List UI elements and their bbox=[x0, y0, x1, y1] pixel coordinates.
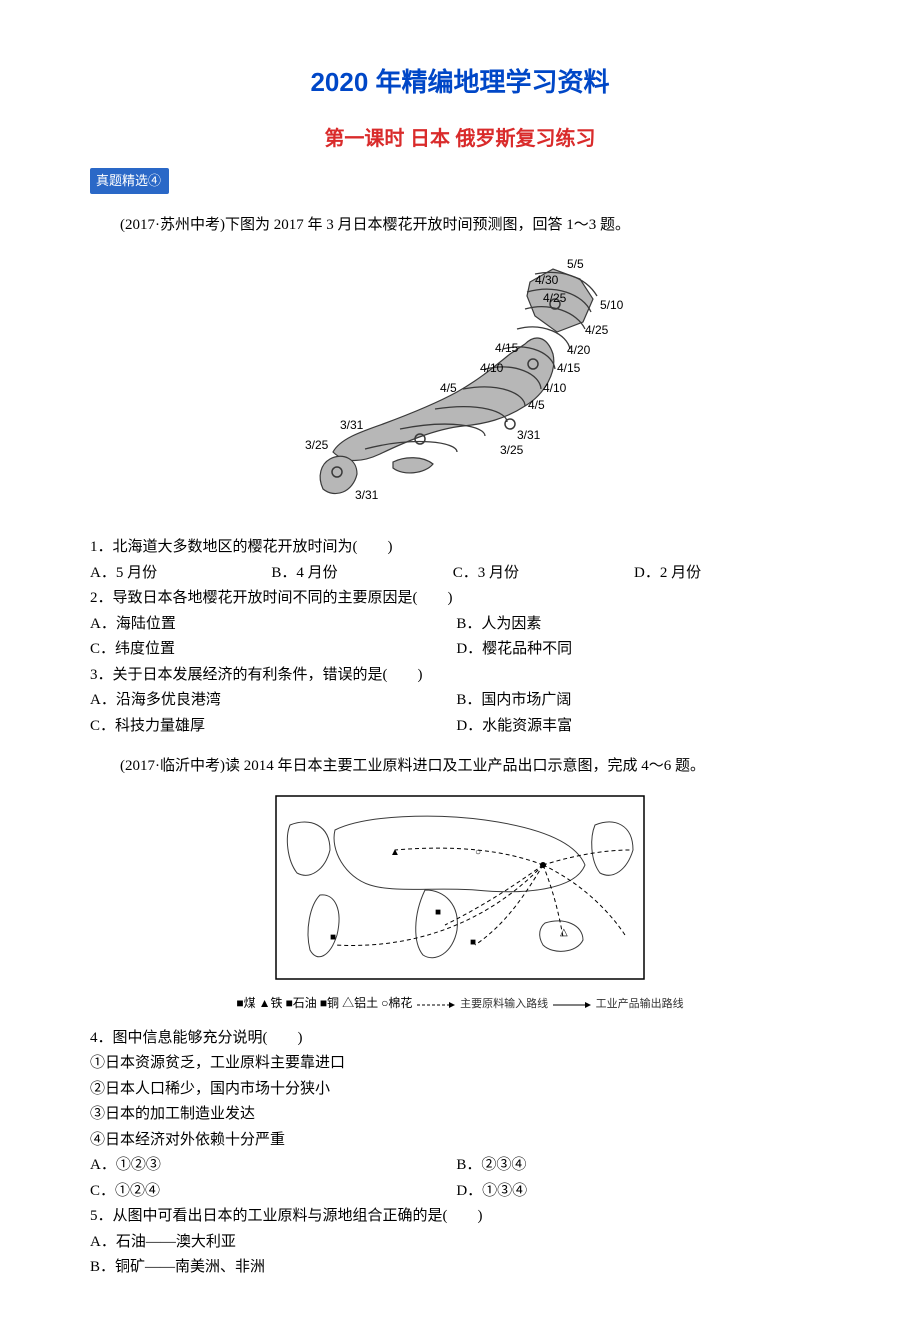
q2-opt-a: A．海陆位置 bbox=[90, 612, 453, 638]
q1-options: A．5 月份 B．4 月份 C．3 月份 D．2 月份 bbox=[90, 561, 830, 587]
q4-line2: ②日本人口稀少，国内市场十分狭小 bbox=[90, 1077, 830, 1103]
q1-opt-a: A．5 月份 bbox=[90, 561, 268, 587]
lbl: 4/15 bbox=[557, 361, 581, 375]
q3-opt-a: A．沿海多优良港湾 bbox=[90, 688, 453, 714]
q4-opt-a: A．①②③ bbox=[90, 1153, 453, 1179]
q3-options-row1: A．沿海多优良港湾 B．国内市场广阔 bbox=[90, 688, 830, 714]
lbl: 4/10 bbox=[543, 381, 567, 395]
q5-opt-a: A．石油——澳大利亚 bbox=[90, 1230, 830, 1256]
lbl: 4/25 bbox=[585, 323, 609, 337]
q4-line4: ④日本经济对外依赖十分严重 bbox=[90, 1128, 830, 1154]
q4-line3: ③日本的加工制造业发达 bbox=[90, 1102, 830, 1128]
legend-arrow-in: 主要原料输入路线 bbox=[415, 998, 551, 1010]
svg-text:△: △ bbox=[560, 927, 568, 938]
legend-bauxite: △铝土 bbox=[342, 996, 378, 1010]
q3-options-row2: C．科技力量雄厚 D．水能资源丰富 bbox=[90, 714, 830, 740]
q1-stem: 1．北海道大多数地区的樱花开放时间为( ) bbox=[90, 535, 830, 561]
lbl: 3/25 bbox=[500, 443, 524, 457]
legend-coal: ■煤 bbox=[236, 996, 255, 1010]
q4-options-row1: A．①②③ B．②③④ bbox=[90, 1153, 830, 1179]
lbl: 4/5 bbox=[440, 381, 457, 395]
figure-japan-sakura: 5/5 4/30 4/25 5/10 4/25 4/20 4/15 4/15 4… bbox=[90, 254, 830, 524]
legend-iron: ▲铁 bbox=[259, 996, 283, 1010]
lbl: 4/5 bbox=[528, 398, 545, 412]
q4-opt-b: B．②③④ bbox=[456, 1153, 819, 1179]
lbl: 3/25 bbox=[305, 438, 329, 452]
lbl: 3/31 bbox=[340, 418, 364, 432]
q4-line1: ①日本资源贫乏，工业原料主要靠进口 bbox=[90, 1051, 830, 1077]
lbl: 4/10 bbox=[480, 361, 504, 375]
lbl: 3/31 bbox=[355, 488, 379, 502]
q2-options-row2: C．纬度位置 D．樱花品种不同 bbox=[90, 637, 830, 663]
q2-stem: 2．导致日本各地樱花开放时间不同的主要原因是( ) bbox=[90, 586, 830, 612]
lbl: 3/31 bbox=[517, 428, 541, 442]
lbl: 4/20 bbox=[567, 343, 591, 357]
figure-world-trade: ▲ ■ ■ △ ■ ○ ■煤 ▲铁 ■石油 ■铜 △铝土 ○棉花 主要原料输入路… bbox=[90, 795, 830, 1014]
q2-opt-d: D．樱花品种不同 bbox=[456, 637, 819, 663]
legend-arrow-out: 工业产品输出路线 bbox=[551, 998, 684, 1010]
main-title: 2020 年精编地理学习资料 bbox=[90, 60, 830, 104]
legend-cotton: ○棉花 bbox=[381, 996, 412, 1010]
intro-2: (2017·临沂中考)读 2014 年日本主要工业原料进口及工业产品出口示意图，… bbox=[90, 754, 830, 780]
q1-opt-b: B．4 月份 bbox=[271, 561, 449, 587]
lbl: 4/30 bbox=[535, 273, 559, 287]
legend-2: ■煤 ▲铁 ■石油 ■铜 △铝土 ○棉花 主要原料输入路线 工业产品输出路线 bbox=[90, 993, 830, 1014]
lbl: 5/10 bbox=[600, 298, 624, 312]
svg-text:■: ■ bbox=[470, 937, 476, 948]
lbl: 4/25 bbox=[543, 291, 567, 305]
svg-text:■: ■ bbox=[435, 907, 441, 918]
legend-in-text: 主要原料输入路线 bbox=[460, 998, 548, 1010]
q2-opt-c: C．纬度位置 bbox=[90, 637, 453, 663]
q1-opt-c: C．3 月份 bbox=[453, 561, 631, 587]
sakura-map-svg: 5/5 4/30 4/25 5/10 4/25 4/20 4/15 4/15 4… bbox=[285, 254, 635, 514]
q1-opt-d: D．2 月份 bbox=[634, 561, 812, 587]
svg-text:■: ■ bbox=[330, 932, 336, 943]
q5-stem: 5．从图中可看出日本的工业原料与源地组合正确的是( ) bbox=[90, 1204, 830, 1230]
lbl: 4/15 bbox=[495, 341, 519, 355]
q2-options-row1: A．海陆位置 B．人为因素 bbox=[90, 612, 830, 638]
world-trade-svg: ▲ ■ ■ △ ■ ○ bbox=[275, 795, 645, 980]
svg-text:▲: ▲ bbox=[390, 847, 400, 858]
q4-stem: 4．图中信息能够充分说明( ) bbox=[90, 1026, 830, 1052]
svg-text:○: ○ bbox=[475, 847, 481, 858]
q3-opt-c: C．科技力量雄厚 bbox=[90, 714, 453, 740]
q5-opt-b: B．铜矿——南美洲、非洲 bbox=[90, 1255, 830, 1281]
q4-options-row2: C．①②④ D．①③④ bbox=[90, 1179, 830, 1205]
q3-stem: 3．关于日本发展经济的有利条件，错误的是( ) bbox=[90, 663, 830, 689]
intro-1: (2017·苏州中考)下图为 2017 年 3 月日本樱花开放时间预测图，回答 … bbox=[90, 213, 830, 239]
q4-opt-d: D．①③④ bbox=[456, 1179, 819, 1205]
legend-out-text: 工业产品输出路线 bbox=[596, 998, 684, 1010]
section-badge: 真题精选④ bbox=[90, 168, 169, 194]
q3-opt-b: B．国内市场广阔 bbox=[456, 688, 819, 714]
legend-copper: ■铜 bbox=[320, 996, 339, 1010]
legend-oil: ■石油 bbox=[286, 996, 317, 1010]
q4-opt-c: C．①②④ bbox=[90, 1179, 453, 1205]
q2-opt-b: B．人为因素 bbox=[456, 612, 819, 638]
q3-opt-d: D．水能资源丰富 bbox=[456, 714, 819, 740]
sub-title: 第一课时 日本 俄罗斯复习练习 bbox=[90, 122, 830, 156]
lbl: 5/5 bbox=[567, 257, 584, 271]
